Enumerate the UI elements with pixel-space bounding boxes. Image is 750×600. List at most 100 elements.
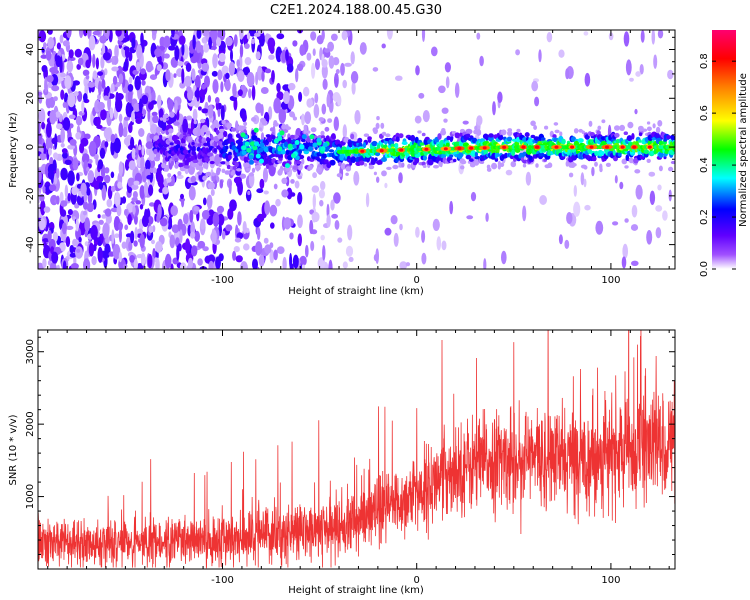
heatmap-cell (648, 171, 656, 177)
heatmap-cell (363, 163, 368, 167)
heatmap-cell (623, 131, 628, 135)
heatmap-cell (200, 127, 205, 134)
heatmap-cell (589, 132, 595, 137)
heatmap-cell (290, 192, 296, 197)
heatmap-cell (421, 230, 426, 243)
heatmap-cell (127, 84, 134, 92)
heatmap-cell (220, 81, 224, 93)
heatmap-cell (301, 134, 307, 140)
heatmap-cell (281, 177, 288, 184)
heatmap-cell (51, 251, 59, 264)
heatmap-cell (56, 123, 63, 130)
heatmap-cell (101, 185, 107, 201)
heatmap-cell (168, 128, 174, 134)
heatmap-cell (132, 205, 136, 215)
heatmap-cell (441, 128, 446, 136)
heatmap-cell (90, 224, 98, 240)
heatmap-cell (653, 54, 658, 69)
heatmap-cell (372, 67, 379, 72)
snr-y-label: SNR (10 * v/v) (8, 414, 19, 485)
heatmap-cell (155, 257, 160, 269)
heatmap-cell (271, 70, 275, 83)
heatmap-cell (244, 162, 250, 168)
heatmap-cell (97, 246, 103, 263)
heatmap-cell (398, 133, 404, 139)
heatmap-cell (241, 145, 247, 151)
heatmap-cell (600, 151, 605, 156)
heatmap-cell (657, 120, 663, 127)
heatmap-cell (289, 232, 294, 240)
heatmap-cell (589, 145, 594, 149)
heatmap-cell (331, 213, 338, 219)
heatmap-cell (179, 82, 186, 89)
heatmap-cell (183, 132, 187, 136)
heatmap-cell (326, 214, 331, 228)
heatmap-cell (540, 137, 546, 141)
heatmap-cell (322, 78, 328, 90)
heatmap-cell (415, 65, 420, 76)
heatmap-cell (285, 163, 290, 169)
heatmap-cell (312, 142, 318, 148)
heatmap-cell (584, 204, 591, 211)
heatmap-cell (376, 176, 380, 183)
heatmap-cell (275, 198, 281, 207)
heatmap-cell (422, 164, 427, 168)
y-tick-label: 1000 (25, 484, 36, 509)
heatmap-cell (62, 260, 67, 269)
heatmap-cell (163, 53, 170, 59)
heatmap-cell (392, 164, 399, 170)
heatmap-cell (606, 140, 613, 144)
heatmap-cell (365, 192, 370, 208)
heatmap-cell (215, 256, 221, 269)
heatmap-cell (237, 211, 242, 226)
heatmap-cell (76, 172, 80, 182)
heatmap-cell (620, 145, 625, 149)
heatmap-cell (67, 92, 76, 108)
heatmap-cell (179, 35, 186, 45)
heatmap-cell (214, 122, 220, 129)
heatmap-cell (186, 156, 191, 163)
heatmap-cell (87, 81, 96, 88)
heatmap-cell (149, 74, 158, 80)
heatmap-cell (506, 136, 513, 142)
heatmap-cell (483, 258, 487, 269)
heatmap-cell (553, 122, 559, 126)
heatmap-cell (502, 145, 507, 149)
heatmap-cell (98, 219, 104, 225)
heatmap-cell (528, 155, 533, 161)
heatmap-cell (476, 32, 481, 40)
heatmap-cell (60, 167, 68, 181)
heatmap-cell (81, 100, 85, 114)
heatmap-cell (233, 246, 240, 253)
heatmap-cell (168, 135, 173, 142)
heatmap-cell (167, 99, 174, 111)
heatmap-cell (247, 190, 251, 196)
heatmap-cell (225, 145, 229, 150)
heatmap-cell (345, 166, 352, 172)
heatmap-cell (75, 218, 79, 232)
heatmap-cell (457, 146, 462, 150)
heatmap-cell (466, 215, 474, 220)
y-tick-label: -40 (25, 236, 36, 252)
heatmap-cell (646, 126, 652, 132)
heatmap-cell (372, 127, 378, 133)
heatmap-cell (469, 162, 476, 168)
y-tick-label: 0 (25, 144, 36, 150)
heatmap-cell (601, 119, 606, 124)
heatmap-cell (38, 93, 43, 104)
heatmap-cell (544, 125, 549, 130)
heatmap-cell (157, 173, 164, 188)
heatmap-cell (78, 236, 82, 243)
heatmap-cell (133, 180, 140, 186)
heatmap-cell (390, 143, 396, 148)
heatmap-cell (224, 170, 231, 175)
heatmap-cell (211, 229, 217, 245)
heatmap-cell (261, 120, 268, 126)
heatmap-cell (316, 137, 322, 143)
heatmap-cell (67, 170, 75, 186)
snr-series (38, 330, 675, 569)
heatmap-cell (436, 236, 442, 251)
heatmap-cell (112, 244, 121, 260)
heatmap-cell (62, 152, 68, 159)
heatmap-cell (433, 164, 439, 169)
